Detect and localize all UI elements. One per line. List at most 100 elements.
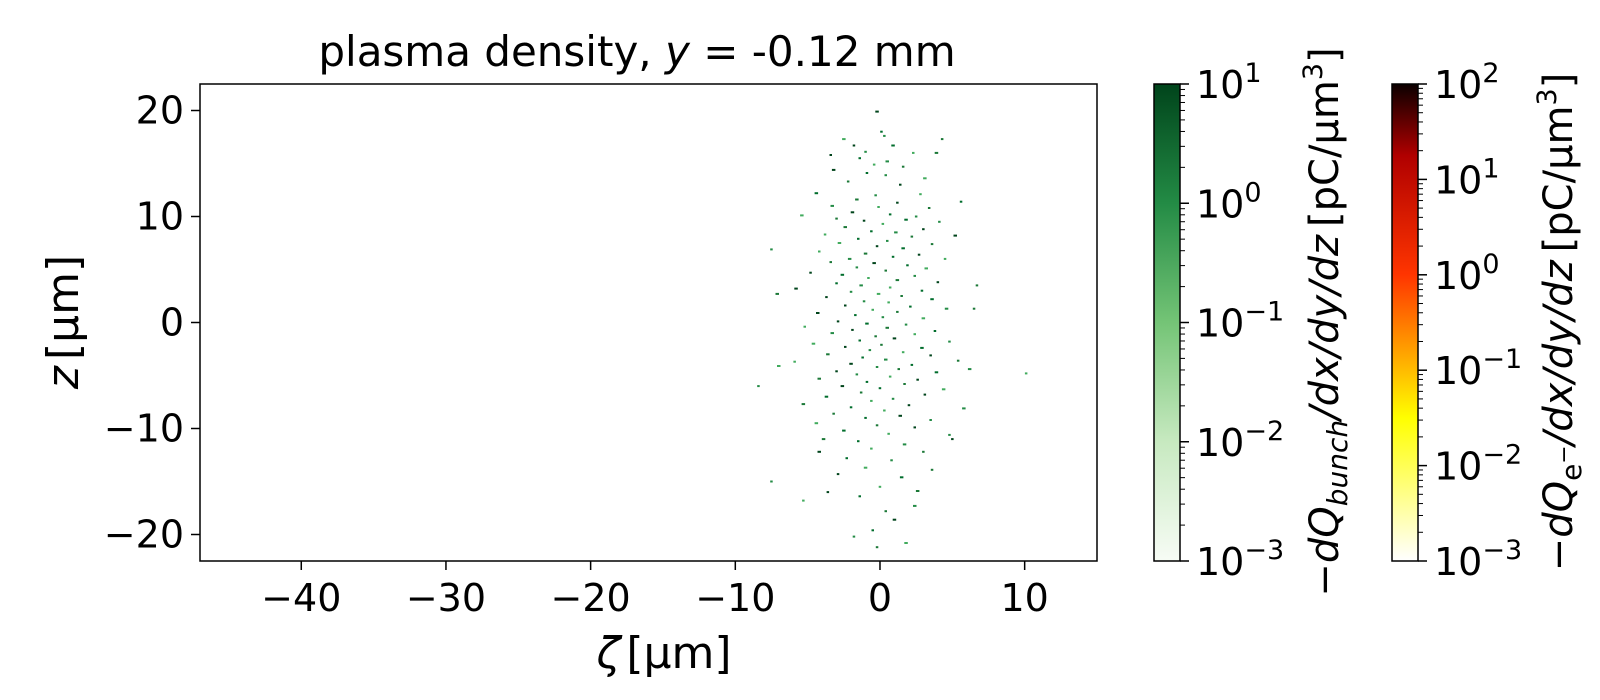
data-point (823, 233, 827, 236)
data-point (865, 322, 869, 325)
data-point (913, 504, 917, 507)
data-point (844, 304, 847, 307)
data-point (870, 230, 873, 233)
data-point (901, 165, 905, 168)
data-point (840, 273, 845, 276)
data-point (826, 353, 830, 356)
data-point (953, 234, 957, 237)
data-point (883, 409, 886, 412)
data-point (921, 317, 926, 320)
data-point (877, 206, 880, 208)
data-point (851, 328, 854, 331)
colorbar-bunch: 101 100 10−1 10−2 10−3 −dQbunch/dx/dy/dz[pC/… (1153, 47, 1354, 597)
data-point (809, 271, 812, 274)
data-point (876, 292, 881, 295)
data-point (880, 130, 883, 133)
data-point (770, 248, 773, 251)
data-point (915, 490, 920, 492)
colorbar-bunch-gradient (1153, 83, 1181, 562)
x-axis-ticks: −40 −30 −20 −10 0 10 (261, 561, 1049, 620)
data-point (959, 200, 963, 203)
data-point (923, 393, 927, 396)
data-point (944, 307, 949, 310)
data-point (892, 337, 897, 340)
data-point (899, 183, 902, 186)
data-point (923, 177, 927, 180)
data-point (803, 325, 806, 328)
data-point (898, 414, 902, 417)
data-point (934, 371, 939, 374)
y-tick-label: 20 (136, 89, 184, 133)
data-point (951, 438, 954, 441)
data-point (862, 300, 866, 303)
data-point (891, 397, 895, 400)
data-point (891, 144, 895, 147)
data-point (830, 204, 834, 207)
data-point (913, 333, 916, 336)
data-point (849, 290, 853, 293)
data-point (930, 468, 934, 471)
data-point (895, 279, 900, 282)
data-point (858, 495, 861, 498)
y-tick-label: 0 (160, 301, 184, 345)
data-point (922, 228, 925, 231)
data-point (836, 320, 840, 323)
y-tick-label: −20 (104, 513, 184, 557)
data-point (913, 426, 916, 429)
colorbar-tick-label: 102 (1434, 58, 1500, 107)
data-point (775, 292, 779, 295)
data-point (858, 339, 861, 342)
data-point (845, 457, 848, 460)
data-point (916, 378, 919, 381)
data-point (801, 403, 806, 406)
data-point (878, 485, 882, 488)
x-tick-label: −10 (695, 576, 775, 620)
data-point (870, 447, 873, 450)
data-point (854, 314, 857, 317)
data-point (907, 404, 911, 407)
data-point (836, 473, 840, 476)
data-point (864, 416, 867, 419)
data-point (829, 154, 832, 156)
colorbar-tick-label: 100 (1434, 249, 1500, 298)
data-point (919, 193, 922, 196)
data-point (757, 385, 760, 388)
data-point (852, 535, 856, 538)
data-point (862, 219, 866, 222)
data-point (844, 345, 847, 348)
data-point (861, 356, 864, 359)
colorbar-tick-label: 10−1 (1196, 297, 1284, 346)
colorbar-tick-label: 100 (1196, 177, 1262, 226)
data-point (956, 359, 960, 362)
x-tick-label: 10 (1000, 576, 1048, 620)
data-point (940, 138, 944, 141)
colorbar-electrons-gradient (1391, 83, 1419, 562)
data-point (888, 286, 892, 289)
data-point (814, 422, 819, 425)
data-point (881, 222, 885, 225)
colorbar-electrons-label: −dQe−/dx/dy/dz[pC/μm3] (1532, 73, 1588, 572)
data-point (855, 198, 859, 201)
data-point (888, 213, 892, 216)
data-point (832, 412, 835, 415)
data-point (871, 529, 874, 532)
data-point (912, 151, 915, 154)
data-point (821, 438, 826, 441)
data-point (855, 266, 859, 269)
data-point (903, 383, 906, 385)
data-point (875, 546, 879, 549)
x-axis-label: ζ [μm] (595, 628, 731, 679)
y-axis-ticks: −20 −10 0 10 20 (104, 89, 200, 557)
y-tick-label: 10 (136, 195, 184, 239)
title-variable: y (663, 27, 691, 76)
colorbar-bunch-label: −dQbunch/dx/dy/dz[pC/μm3] (1298, 47, 1354, 596)
data-point (943, 257, 947, 260)
data-point (910, 363, 914, 366)
data-point (800, 214, 804, 217)
data-point (875, 110, 879, 113)
data-point (872, 163, 876, 166)
data-point (802, 499, 805, 502)
data-point (858, 157, 861, 160)
data-point (914, 215, 918, 218)
data-point (875, 245, 879, 248)
